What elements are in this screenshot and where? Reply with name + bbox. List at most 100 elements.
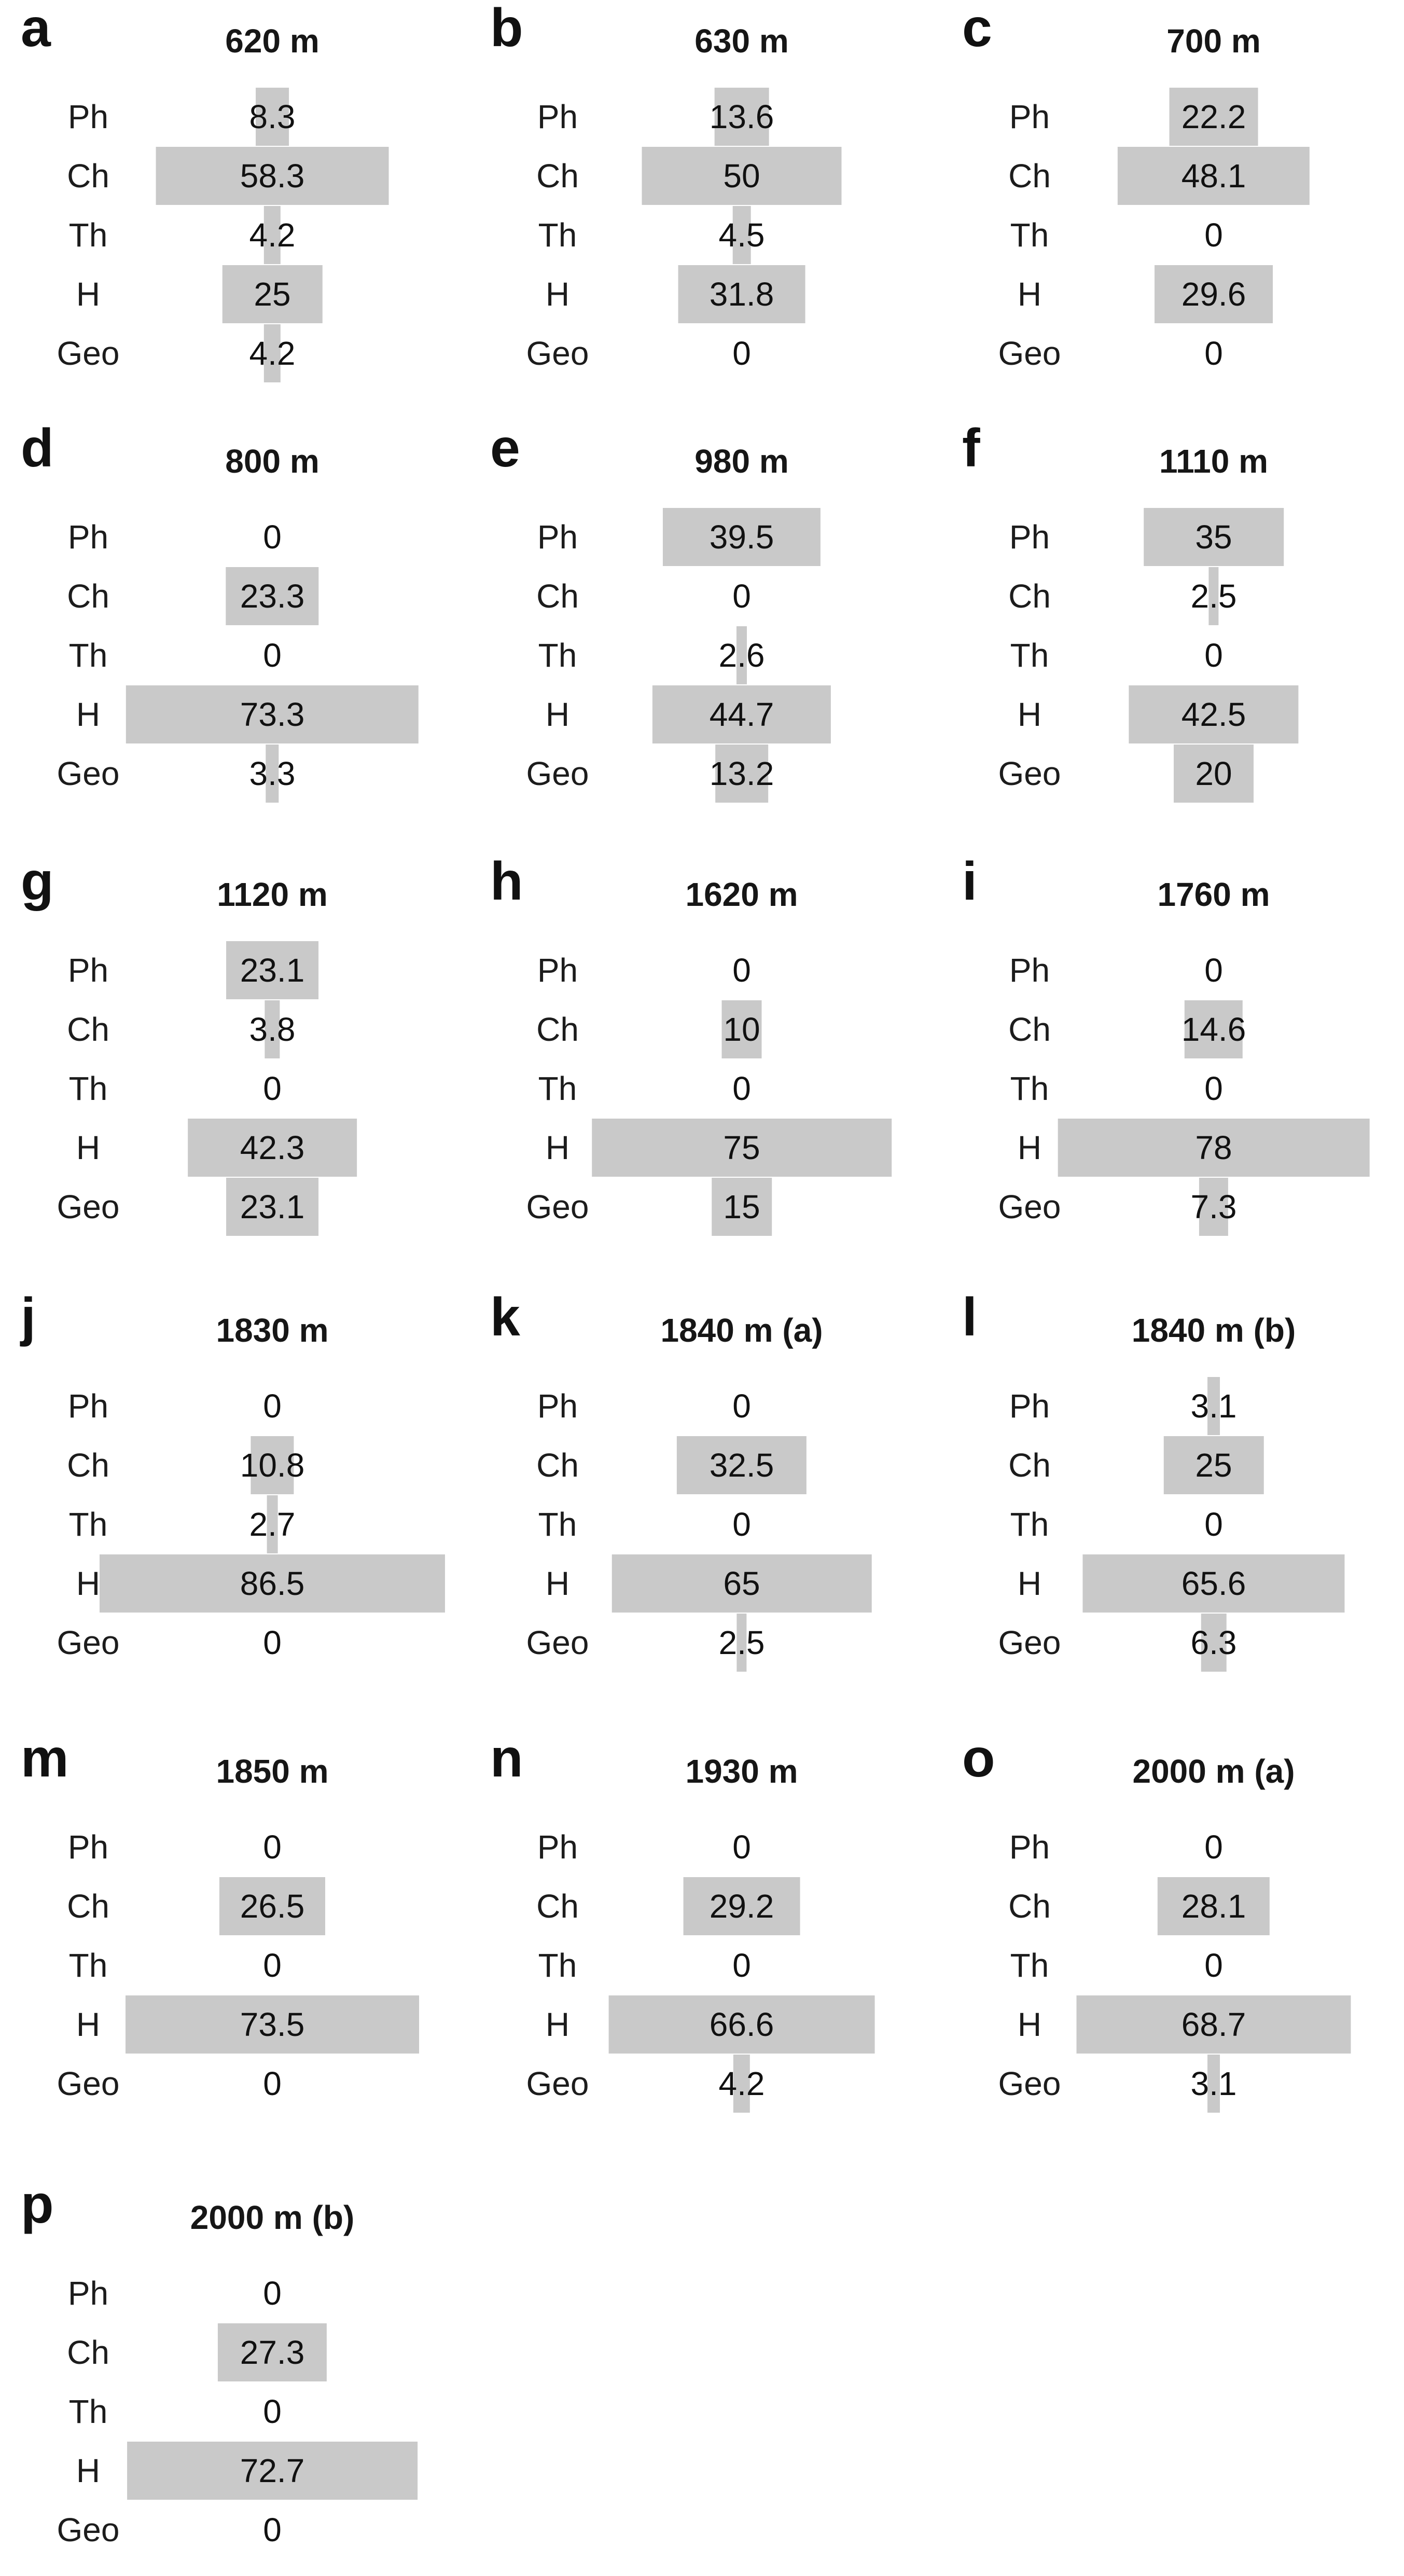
category-label: Ph	[67, 2275, 109, 2312]
bar-row: Ph 13.6	[469, 87, 936, 146]
category-label: Th	[68, 1070, 108, 1107]
value-bar	[226, 941, 318, 999]
bar-row: Th 0	[941, 205, 1404, 265]
category-label: Th	[538, 1506, 577, 1543]
value-bar	[1207, 1377, 1220, 1435]
panel-rows: Ph 35 Ch 2.5 Th 0 H 42.5 Geo 20	[941, 507, 1404, 803]
bar-row: Ph 0	[941, 941, 1404, 1000]
category-label: Ch	[536, 1011, 579, 1048]
bar-row: Th 2.6	[469, 626, 936, 685]
category-label: H	[76, 1565, 101, 1602]
value-bar	[721, 1000, 762, 1058]
bar-row: Ch 10.8	[0, 1436, 467, 1495]
category-label: Geo	[998, 2065, 1061, 2102]
value-bar	[1117, 147, 1310, 205]
bar-row: Geo 4.2	[0, 324, 467, 383]
value-bar	[188, 1119, 357, 1177]
bar-row: Ph 39.5	[469, 507, 936, 567]
panel-title: 1850 m	[216, 1753, 329, 1790]
value-label: 14.6	[1181, 1011, 1246, 1048]
category-label: Ch	[67, 157, 109, 195]
panel-rows: Ph 0 Ch 32.5 Th 0 H 65 Geo 2.5	[469, 1376, 936, 1672]
value-label: 4.5	[718, 216, 765, 254]
bar-row: Geo 3.1	[941, 2054, 1404, 2113]
value-label: 13.2	[709, 755, 774, 792]
category-label: Th	[1010, 1506, 1049, 1543]
value-label: 0	[732, 1506, 751, 1543]
value-label: 0	[732, 335, 751, 372]
value-bar	[736, 1614, 747, 1672]
value-label: 3.1	[1190, 1387, 1237, 1425]
value-label: 78	[1195, 1129, 1232, 1166]
value-bar	[715, 745, 768, 803]
bar-row: Geo 15	[469, 1177, 936, 1236]
category-label: Ch	[67, 2334, 109, 2371]
panel-title: 1840 m (b)	[1131, 1312, 1296, 1349]
value-bar	[226, 567, 319, 625]
bar-row: H 42.5	[941, 685, 1404, 744]
value-label: 58.3	[240, 157, 305, 195]
bar-row: H 73.5	[0, 1995, 467, 2054]
value-label: 0	[1204, 1070, 1223, 1107]
value-label: 32.5	[709, 1447, 774, 1484]
value-bar	[662, 508, 821, 566]
panel-o: o 2000 m (a) Ph 0 Ch 28.1 Th 0 H 68.7 Geo 3.1	[941, 1730, 1404, 2130]
category-label: Th	[1010, 1070, 1049, 1107]
value-label: 23.1	[240, 1188, 305, 1225]
category-label: Th	[68, 216, 108, 254]
category-label: Ch	[1008, 1447, 1051, 1484]
value-bar	[219, 1877, 326, 1935]
value-label: 29.2	[709, 1888, 774, 1925]
value-bar	[1207, 2055, 1220, 2113]
value-bar	[127, 2442, 418, 2500]
category-label: Geo	[526, 1624, 589, 1661]
panel-d: d 800 m Ph 0 Ch 23.3 Th 0 H 73.3 Geo 3.3	[0, 420, 467, 820]
value-label: 25	[1195, 1447, 1232, 1484]
category-label: Ph	[67, 952, 109, 989]
bar-row: Ch 32.5	[469, 1436, 936, 1495]
value-label: 2.7	[249, 1506, 296, 1543]
value-bar	[1144, 508, 1284, 566]
value-bar	[1076, 1995, 1351, 2054]
bar-row: Geo 13.2	[469, 744, 936, 803]
category-label: Ph	[1009, 1387, 1050, 1425]
panel-title: 1840 m (a)	[660, 1312, 823, 1349]
value-label: 86.5	[240, 1565, 305, 1602]
category-label: Th	[538, 216, 577, 254]
bar-row: Th 4.5	[469, 205, 936, 265]
panel-f: f 1110 m Ph 35 Ch 2.5 Th 0 H 42.5 Geo 20	[941, 420, 1404, 820]
bar-row: Geo 0	[469, 324, 936, 383]
value-label: 10	[723, 1011, 760, 1048]
bar-row: Ch 14.6	[941, 1000, 1404, 1059]
panel-letter: a	[21, 0, 51, 58]
bar-row: Th 0	[469, 1495, 936, 1554]
bar-row: Ch 2.5	[941, 567, 1404, 626]
value-label: 0	[263, 1947, 282, 1984]
value-label: 8.3	[249, 98, 296, 135]
panel-title: 1930 m	[685, 1753, 798, 1790]
value-bar	[1201, 1614, 1227, 1672]
category-label: Th	[68, 1947, 108, 1984]
category-label: Ch	[536, 577, 579, 615]
value-label: 0	[263, 1070, 282, 1107]
value-bar	[683, 1877, 800, 1935]
panel-letter: g	[21, 851, 54, 912]
value-bar	[266, 745, 279, 803]
panel-letter: p	[21, 2174, 54, 2235]
value-bar	[251, 1436, 294, 1494]
bar-row: Th 0	[941, 1495, 1404, 1554]
bar-row: H 42.3	[0, 1118, 467, 1177]
value-label: 3.1	[1190, 2065, 1237, 2102]
category-label: H	[1017, 1565, 1042, 1602]
value-label: 0	[263, 518, 282, 556]
panel-j: j 1830 m Ph 0 Ch 10.8 Th 2.7 H 86.5 Geo 0	[0, 1289, 467, 1689]
value-bar	[263, 324, 281, 382]
panel-letter: h	[490, 851, 523, 912]
category-label: Ch	[1008, 157, 1051, 195]
value-bar	[156, 147, 389, 205]
value-label: 0	[263, 2065, 282, 2102]
bar-row: Geo 0	[0, 1613, 467, 1672]
value-bar	[99, 1554, 446, 1613]
value-bar	[256, 88, 289, 146]
bar-row: Ph 3.1	[941, 1376, 1404, 1436]
